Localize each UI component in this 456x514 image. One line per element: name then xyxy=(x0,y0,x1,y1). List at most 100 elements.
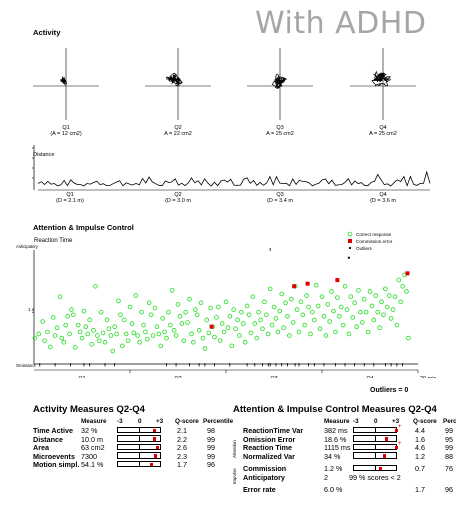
correct-point-16 xyxy=(71,312,76,318)
attention-row-bar-mark xyxy=(382,454,386,458)
attention-row-bar-center xyxy=(375,427,376,432)
activity-row-percentile: 98 xyxy=(207,426,215,435)
distance-value-Q1: (D = 2.1 m) xyxy=(56,198,84,204)
activity-row-bar-mark xyxy=(153,454,157,458)
correct-point-109 xyxy=(250,294,256,299)
correct-point-129 xyxy=(288,296,294,302)
correct-point-70 xyxy=(175,302,181,307)
correct-point-101 xyxy=(235,317,240,323)
activity-row-qscore: 2.6 xyxy=(177,443,187,453)
attention-row-measure: 6.0 % xyxy=(324,485,343,494)
quadrant-label-Q2: Q2 xyxy=(174,125,181,131)
attention-row: ReactionTime Var 382 ms +4.4 99 xyxy=(243,424,456,436)
correct-point-125 xyxy=(281,325,286,331)
attention-row-name: Omission Error xyxy=(243,434,296,444)
quadrant-label-Q4: Q4 xyxy=(379,125,386,131)
correct-point-147 xyxy=(323,333,329,338)
correct-point-23 xyxy=(85,331,91,337)
correct-point-128 xyxy=(287,333,292,338)
correct-point-75 xyxy=(185,320,190,325)
movement-trace-Q3 xyxy=(271,73,287,89)
correct-point-181 xyxy=(388,316,394,321)
correct-point-148 xyxy=(325,302,331,307)
correct-point-58 xyxy=(152,305,158,311)
attention-row-name: Error rate xyxy=(243,485,276,494)
attention-row-bar-center xyxy=(375,444,376,450)
correct-point-66 xyxy=(168,322,173,328)
correct-point-93 xyxy=(219,321,225,326)
outliers-count: Outliers = 0 xyxy=(370,387,409,394)
header-measure: Measure xyxy=(324,418,350,425)
correct-point-121 xyxy=(273,316,279,321)
correct-point-8 xyxy=(54,325,60,331)
correct-point-52 xyxy=(141,322,146,328)
distance-label: Distance xyxy=(33,152,54,158)
correct-point-108 xyxy=(248,330,254,336)
correct-point-105 xyxy=(242,339,248,345)
correct-point-74 xyxy=(183,309,188,315)
activity-row-qscore: 2.3 xyxy=(177,451,187,461)
correct-point-127 xyxy=(285,314,290,319)
correct-point-135 xyxy=(300,312,306,318)
correct-point-91 xyxy=(216,304,221,310)
correct-point-12 xyxy=(63,322,68,328)
correct-point-161 xyxy=(350,315,356,320)
attention-row-measure: 382 ms xyxy=(324,426,348,435)
attention-title: Attention & Impulse Control xyxy=(33,223,134,232)
correct-point-43 xyxy=(123,331,129,337)
timeline-Q1: Q1 xyxy=(78,376,85,378)
correct-point-166 xyxy=(360,320,365,325)
activity-row: Motion simpl. 54.1 % 1.7 96 xyxy=(33,460,243,470)
attention-row-bar-center xyxy=(375,436,376,441)
header-neg3: -3 xyxy=(117,418,123,425)
correct-point-146 xyxy=(321,314,327,319)
activity-row: Distance 10.0 m 2.2 99 xyxy=(33,434,243,444)
activity-row-qscore: 1.7 xyxy=(177,460,187,470)
correct-point-174 xyxy=(375,309,380,315)
attention-row-bar-mark xyxy=(379,466,383,470)
correct-point-73 xyxy=(181,338,187,343)
correct-point-184 xyxy=(394,322,400,328)
watermark-title: With ADHD xyxy=(255,6,427,41)
correct-point-98 xyxy=(229,343,235,349)
correct-point-10 xyxy=(59,335,65,341)
correct-point-56 xyxy=(148,312,154,318)
correct-point-186 xyxy=(398,299,404,305)
correct-point-185 xyxy=(396,277,402,283)
correct-point-137 xyxy=(304,293,309,298)
activity-row-name: Motion simpl. xyxy=(33,460,80,470)
attention-row-name: Reaction Time xyxy=(243,443,292,453)
activity-title: Activity xyxy=(33,28,61,37)
correct-point-42 xyxy=(121,317,127,323)
attention-row-bar-mark xyxy=(394,445,398,450)
activity-row-percentile: 99 xyxy=(207,451,215,461)
correct-point-69 xyxy=(173,333,179,338)
correct-point-110 xyxy=(252,321,258,326)
activity-row-bar-mark xyxy=(149,462,153,467)
correct-point-29 xyxy=(96,338,102,343)
correct-point-41 xyxy=(120,343,125,349)
movement-trace-Q1 xyxy=(60,75,68,86)
attention-row-percentile: 99 xyxy=(445,443,453,453)
correct-point-106 xyxy=(244,303,250,309)
correct-point-126 xyxy=(283,300,288,306)
activity-row-bar-center xyxy=(139,453,140,458)
correct-point-190 xyxy=(406,335,411,341)
correct-point-57 xyxy=(150,333,156,338)
legend-commission-swatch xyxy=(348,239,352,243)
correct-point-20 xyxy=(79,335,85,341)
activity-row-percentile: 96 xyxy=(207,460,215,470)
activity-row-name: Area xyxy=(33,443,49,453)
activity-row-name: Distance xyxy=(33,434,63,444)
header-zero: 0 xyxy=(138,418,142,425)
correct-point-164 xyxy=(356,288,361,293)
reaction-time-label: Reaction Time xyxy=(34,238,73,244)
correct-point-92 xyxy=(217,338,223,343)
activity-row-name: Time Active xyxy=(33,426,73,435)
correct-point-5 xyxy=(48,344,53,350)
correct-point-123 xyxy=(277,308,283,314)
activity-row-bar-center xyxy=(139,427,140,432)
correct-point-9 xyxy=(57,294,63,299)
activity-row-bar-mark xyxy=(152,428,156,432)
correct-point-104 xyxy=(240,321,246,326)
